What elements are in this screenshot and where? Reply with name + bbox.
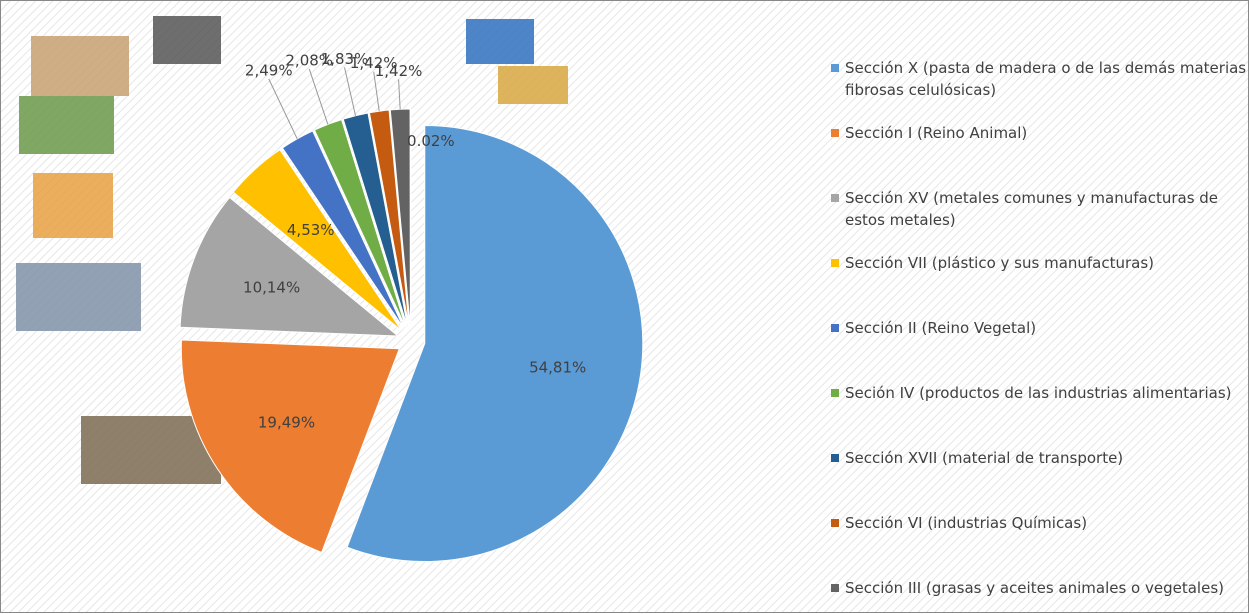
- legend-label: Sección II (Reino Vegetal): [845, 319, 1036, 337]
- legend-entry: Sección II (Reino Vegetal): [829, 317, 1249, 339]
- legend-entry: Sección XVII (material de transporte): [829, 447, 1249, 469]
- legend-label: Sección VI (industrias Químicas): [845, 514, 1087, 532]
- data-label: 0.02%: [407, 132, 455, 150]
- data-label: 19,49%: [258, 414, 315, 432]
- legend-entry: Sección III (grasas y aceites animales o…: [829, 577, 1249, 599]
- icon: [19, 96, 114, 154]
- legend-label: Sección VII (plástico y sus manufacturas…: [845, 254, 1154, 272]
- legend-swatch: [831, 584, 839, 592]
- icon: [498, 66, 568, 104]
- legend-label: Sección III (grasas y aceites animales o…: [845, 579, 1224, 597]
- legend-swatch: [831, 194, 839, 202]
- legend-swatch: [831, 64, 839, 72]
- data-label: 54,81%: [529, 359, 586, 377]
- legend-label: Sección XVII (material de transporte): [845, 449, 1123, 467]
- legend-swatch: [831, 454, 839, 462]
- legend-swatch: [831, 519, 839, 527]
- chart-frame: 54,81%19,49%10,14%4,53%2,49%2,08%1,83%1,…: [0, 0, 1249, 613]
- legend-entry: Sección VI (industrias Químicas): [829, 512, 1249, 534]
- legend-swatch: [831, 324, 839, 332]
- icon: [31, 36, 129, 96]
- icon: [466, 19, 534, 64]
- icon: [16, 263, 141, 331]
- legend-entry: Seción IV (productos de las industrias a…: [829, 382, 1249, 404]
- icon: [153, 16, 221, 64]
- legend-entry: Sección X (pasta de madera o de las demá…: [829, 57, 1249, 101]
- legend-swatch: [831, 129, 839, 137]
- data-label: 1,42%: [375, 62, 423, 80]
- icon: [33, 173, 113, 238]
- data-label: 10,14%: [243, 278, 300, 296]
- legend-swatch: [831, 389, 839, 397]
- legend-label: Seción IV (productos de las industrias a…: [845, 384, 1231, 402]
- legend-entry: Sección XV (metales comunes y manufactur…: [829, 187, 1249, 231]
- legend-entry: Sección VII (plástico y sus manufacturas…: [829, 252, 1249, 274]
- legend-label: Sección I (Reino Animal): [845, 124, 1027, 142]
- legend-swatch: [831, 259, 839, 267]
- legend-label: Sección X (pasta de madera o de las demá…: [845, 59, 1246, 99]
- legend-label: Sección XV (metales comunes y manufactur…: [845, 189, 1218, 229]
- legend-entry: Sección I (Reino Animal): [829, 122, 1249, 144]
- data-label: 4,53%: [287, 221, 335, 239]
